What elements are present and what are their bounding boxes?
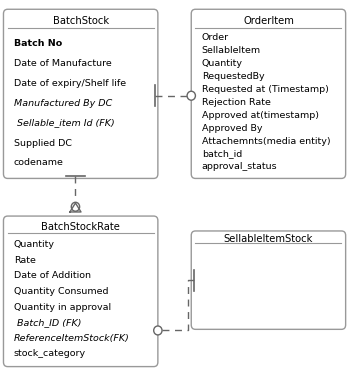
FancyBboxPatch shape xyxy=(191,9,346,178)
Text: Batch_ID (FK): Batch_ID (FK) xyxy=(14,318,81,327)
Text: Quantity in approval: Quantity in approval xyxy=(14,303,111,312)
FancyBboxPatch shape xyxy=(191,231,346,329)
Text: Approved By: Approved By xyxy=(202,124,262,133)
Text: codename: codename xyxy=(14,159,64,168)
Text: RequestedBy: RequestedBy xyxy=(202,72,264,81)
Text: stock_category: stock_category xyxy=(14,349,86,358)
Text: batch_id: batch_id xyxy=(202,150,242,159)
Text: Date of Addition: Date of Addition xyxy=(14,272,91,280)
Text: Quantity: Quantity xyxy=(14,240,55,249)
Text: Sellable_item Id (FK): Sellable_item Id (FK) xyxy=(14,119,114,128)
Text: Quantity: Quantity xyxy=(202,59,243,68)
Text: BatchStock: BatchStock xyxy=(53,16,109,26)
Text: Requested at (Timestamp): Requested at (Timestamp) xyxy=(202,85,329,94)
Text: Approved at(timestamp): Approved at(timestamp) xyxy=(202,111,319,120)
Text: OrderItem: OrderItem xyxy=(243,16,294,26)
Text: Date of Manufacture: Date of Manufacture xyxy=(14,59,112,68)
Text: ReferenceItemStock(FK): ReferenceItemStock(FK) xyxy=(14,334,130,343)
FancyBboxPatch shape xyxy=(4,216,158,367)
Text: Date of expiry/Shelf life: Date of expiry/Shelf life xyxy=(14,79,126,88)
Text: approval_status: approval_status xyxy=(202,162,277,171)
Circle shape xyxy=(71,202,80,211)
Text: Order: Order xyxy=(202,33,229,42)
Text: Supplied DC: Supplied DC xyxy=(14,138,72,147)
Text: SellableItem: SellableItem xyxy=(202,46,261,55)
Text: Quantity Consumed: Quantity Consumed xyxy=(14,287,108,296)
FancyBboxPatch shape xyxy=(4,9,158,178)
Text: SellableItemStock: SellableItemStock xyxy=(224,234,313,245)
Circle shape xyxy=(154,326,162,335)
Text: BatchStockRate: BatchStockRate xyxy=(41,222,120,232)
Text: Rate: Rate xyxy=(14,256,36,265)
Text: Manufactured By DC: Manufactured By DC xyxy=(14,99,112,108)
Text: Attachemnts(media entity): Attachemnts(media entity) xyxy=(202,137,330,145)
Text: Rejection Rate: Rejection Rate xyxy=(202,98,271,107)
Circle shape xyxy=(187,91,195,100)
Text: Batch No: Batch No xyxy=(14,39,62,47)
